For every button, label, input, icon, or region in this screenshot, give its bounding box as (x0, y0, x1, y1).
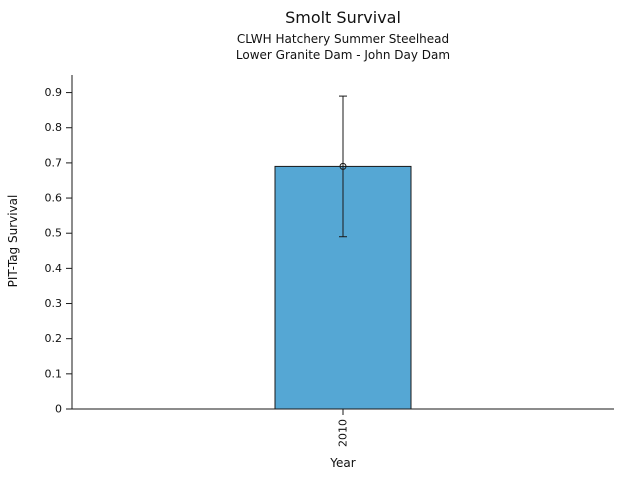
y-tick-label: 0.9 (45, 86, 63, 99)
chart-subtitle-line-2: Lower Granite Dam - John Day Dam (235, 48, 451, 63)
y-tick-label: 0 (55, 403, 62, 416)
y-tick-label: 0.5 (45, 227, 63, 240)
x-tick-label: 2010 (337, 419, 350, 447)
point-marker-2010 (339, 162, 347, 170)
y-tick-label: 0.1 (45, 367, 63, 380)
chart-header: Smolt Survival CLWH Hatchery Summer Stee… (72, 8, 614, 63)
chart-subtitle-line-1: CLWH Hatchery Summer Steelhead (236, 32, 450, 46)
y-tick-label: 0.4 (45, 262, 63, 275)
chart-title: Smolt Survival (285, 8, 401, 27)
y-tick-label: 0.3 (45, 297, 63, 310)
y-tick-label: 0.8 (45, 121, 63, 134)
y-tick-label: 0.6 (45, 192, 63, 205)
y-tick-label: 0.7 (45, 156, 63, 169)
x-axis-label: Year (330, 456, 356, 470)
y-tick-label: 0.2 (45, 332, 63, 345)
